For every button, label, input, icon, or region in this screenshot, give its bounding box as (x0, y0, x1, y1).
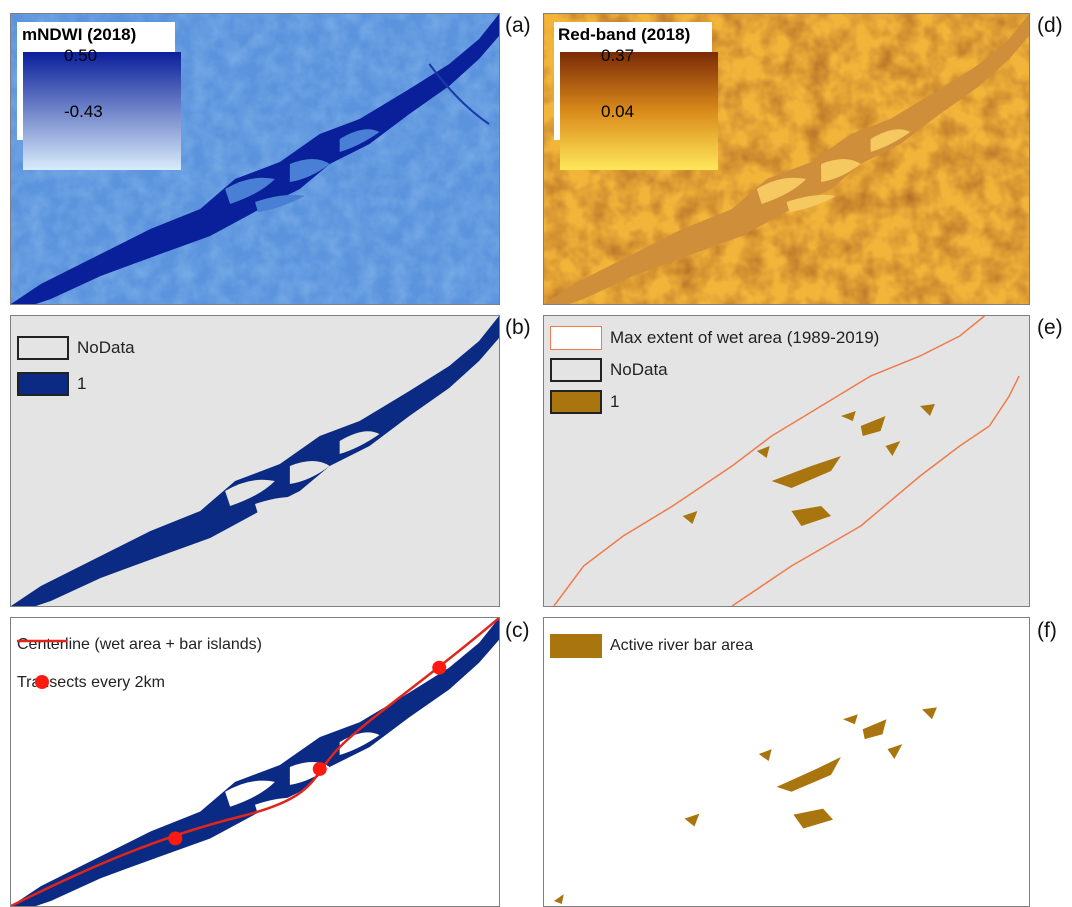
mndwi-min-value: -0.43 (64, 102, 103, 121)
panel-a-mndwi-map: mNDWI (2018) 0.50 -0.43 (10, 13, 500, 305)
legend-e-nodata-label: NoData (610, 360, 668, 379)
transect-swatch (35, 675, 49, 689)
legend-f-bar: Active river bar area (550, 634, 753, 658)
max-extent-swatch (550, 326, 602, 350)
panel-d-label: (d) (1037, 14, 1063, 37)
redband-min-value: 0.04 (601, 102, 635, 121)
centerline (11, 618, 499, 906)
redband-legend-title: Red-band (2018) (558, 25, 691, 44)
legend-e-max-extent: Max extent of wet area (1989-2019) (550, 326, 879, 350)
legend-b-water: 1 (17, 372, 86, 396)
panel-c-centerline: Centerline (wet area + bar islands) Tran… (10, 617, 500, 907)
panel-c-label: (c) (505, 619, 530, 642)
mndwi-legend: mNDWI (2018) 0.50 -0.43 (17, 22, 181, 170)
bar-swatch (550, 390, 602, 414)
legend-c-transects: Transects every 2km (17, 674, 165, 692)
panel-b-water-mask: NoData 1 (10, 315, 500, 607)
redband-max-value: 0.37 (601, 46, 635, 65)
panel-e-bar-mask: Max extent of wet area (1989-2019) NoDat… (543, 315, 1030, 607)
nodata-swatch (17, 336, 69, 360)
legend-c-centerline-label: Centerline (wet area + bar islands) (17, 636, 263, 653)
transect-point (432, 660, 447, 675)
transect-point (168, 831, 183, 846)
redband-color-ramp (560, 52, 718, 170)
bar-mask-map (553, 316, 1020, 606)
legend-e-bar: 1 (550, 390, 619, 414)
panel-f-label: (f) (1037, 619, 1057, 642)
legend-f-bar-label: Active river bar area (610, 637, 754, 654)
legend-b-nodata-label: NoData (77, 338, 135, 357)
legend-c-transects-label: Transects every 2km (17, 674, 165, 691)
transect-point (312, 762, 327, 776)
panel-d-redband-map: Red-band (2018) 0.37 0.04 (543, 13, 1030, 305)
legend-b-nodata: NoData (17, 336, 135, 360)
mndwi-color-ramp (23, 52, 181, 170)
panel-b-label: (b) (505, 316, 531, 339)
legend-e-max-extent-label: Max extent of wet area (1989-2019) (610, 328, 880, 347)
centerline-swatch (17, 639, 67, 643)
panel-a-label: (a) (505, 14, 531, 37)
water-swatch (17, 372, 69, 396)
mndwi-legend-title: mNDWI (2018) (22, 25, 137, 44)
active-bar-map (553, 707, 937, 905)
legend-b-water-label: 1 (77, 374, 87, 393)
panel-f-active-bars: Active river bar area (543, 617, 1030, 907)
centerline-map (11, 618, 499, 906)
legend-e-nodata: NoData (550, 358, 668, 382)
redband-legend: Red-band (2018) 0.37 0.04 (554, 22, 718, 170)
active-bar-swatch (550, 634, 602, 658)
legend-e-bar-label: 1 (610, 392, 620, 411)
nodata-swatch-e (550, 358, 602, 382)
panel-e-label: (e) (1037, 316, 1063, 339)
legend-c-centerline: Centerline (wet area + bar islands) (17, 636, 262, 654)
mndwi-max-value: 0.50 (64, 46, 98, 65)
